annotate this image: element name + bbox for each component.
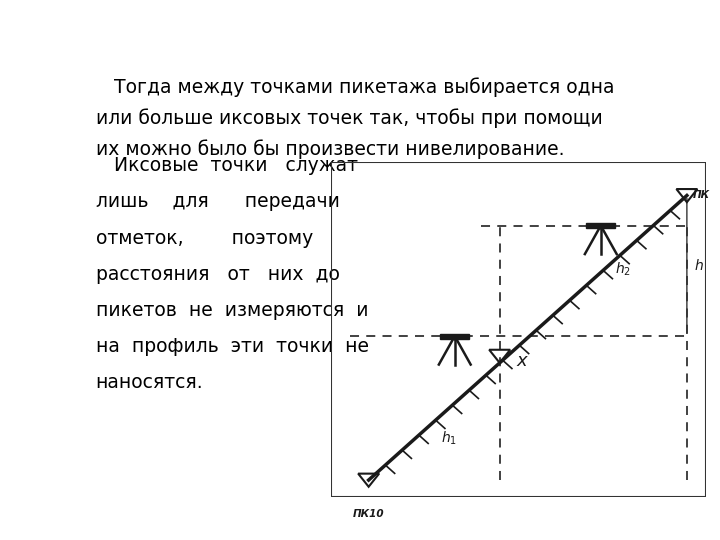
Text: расстояния   от   них  до: расстояния от них до [96,265,339,284]
Text: пикетов  не  измеряются  и: пикетов не измеряются и [96,301,368,320]
Bar [587,223,615,228]
Text: отметок,        поэтому: отметок, поэтому [96,228,312,248]
Text: $x$: $x$ [516,352,528,370]
Text: $h_1$: $h_1$ [441,429,457,447]
Text: ПК10: ПК10 [353,509,384,518]
Text: их можно было бы произвести нивелирование.: их можно было бы произвести нивелировани… [96,140,564,159]
Text: $h_2$: $h_2$ [615,260,631,278]
Text: $h$: $h$ [694,258,704,273]
Text: наносятся.: наносятся. [96,373,203,393]
Text: на  профиль  эти  точки  не: на профиль эти точки не [96,337,369,356]
Text: лишь    для      передачи: лишь для передачи [96,192,339,212]
Bar [441,334,469,339]
Text: Тогда между точками пикетажа выбирается одна: Тогда между точками пикетажа выбирается … [96,77,614,97]
Text: или больше иксовых точек так, чтобы при помощи: или больше иксовых точек так, чтобы при … [96,109,603,128]
Text: ПК: ПК [693,191,710,200]
Text: Иксовые  точки   служат: Иксовые точки служат [96,156,358,176]
